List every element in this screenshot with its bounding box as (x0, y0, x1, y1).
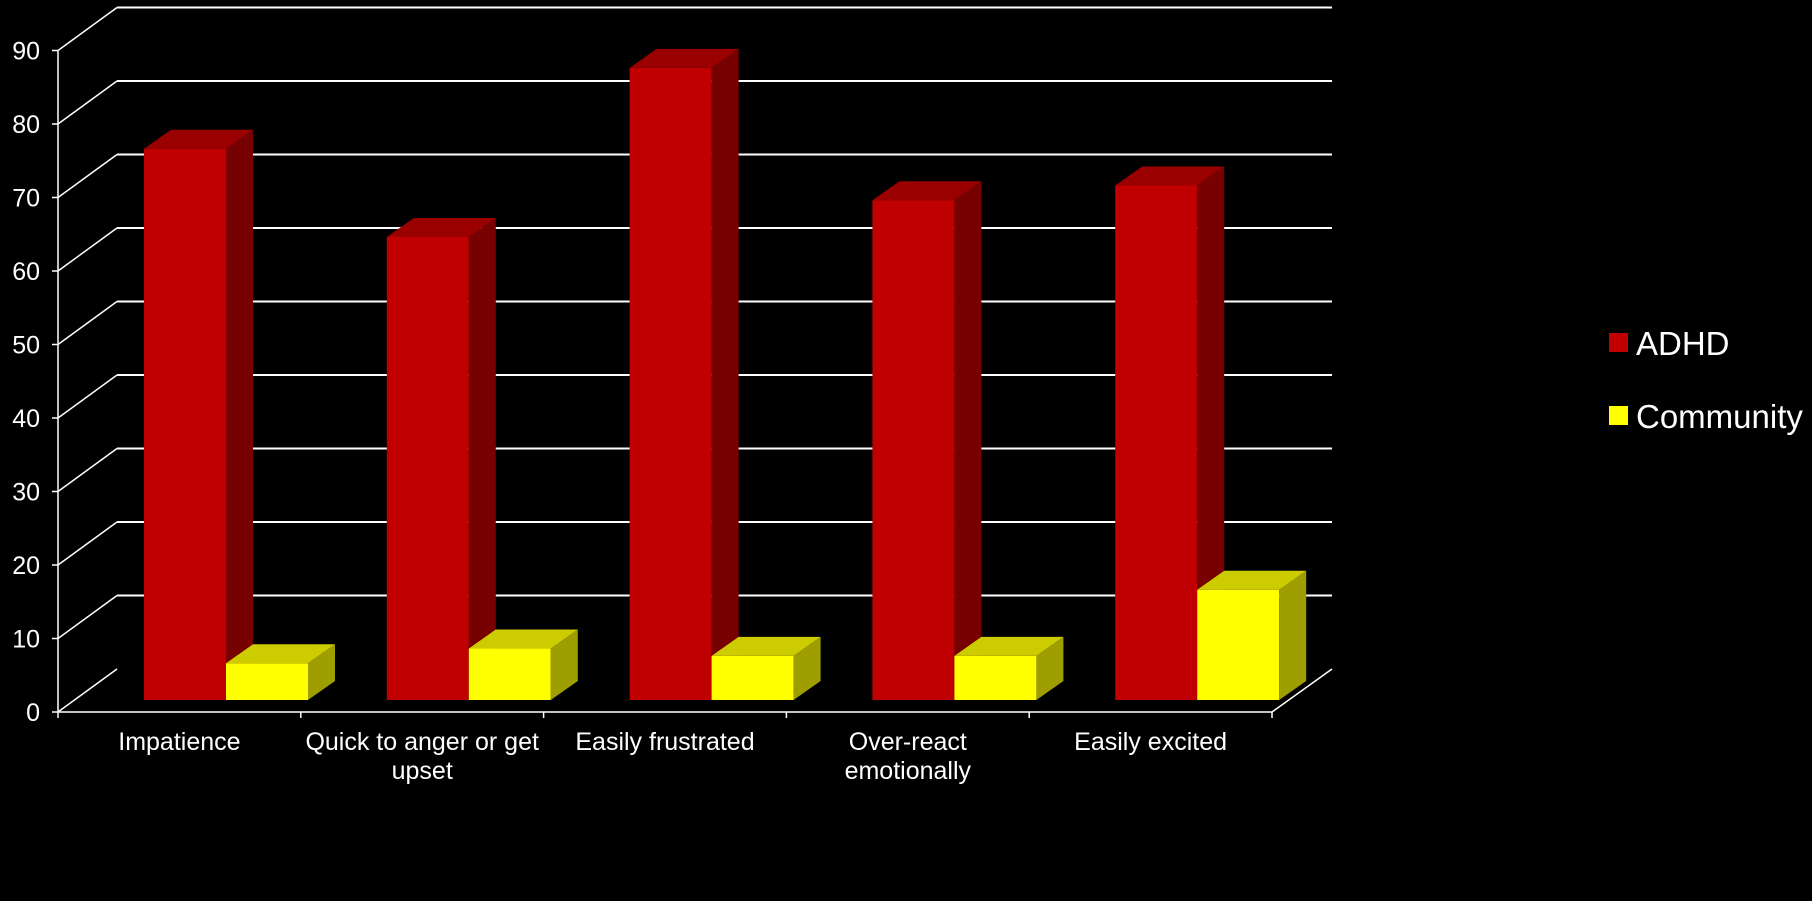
bar-community-front (954, 655, 1037, 700)
side-wall-line (57, 153, 118, 199)
bar-community-side (1279, 570, 1307, 700)
x-tick-label: Impatience (118, 728, 240, 756)
bar-adhd-side (1197, 166, 1225, 700)
bar-adhd-top (872, 181, 982, 201)
y-tick-label: 30 (12, 479, 40, 507)
x-tick-label: emotionally (845, 757, 972, 785)
bar-community-front (226, 663, 308, 700)
axis-layer (52, 49, 1273, 718)
y-tick-label: 0 (26, 699, 40, 727)
bar-community-top (226, 644, 335, 664)
bar-community-side (308, 644, 335, 700)
bar-community-side (1036, 636, 1064, 700)
label-layer: 0 10 20 30 40 50 60 70 80 90 Impatience Quick to an… (12, 38, 1227, 786)
y-tick-label: 50 (12, 332, 40, 360)
legend-swatch (1609, 406, 1628, 425)
bar-community-side (793, 636, 821, 700)
side-wall-line (57, 374, 118, 419)
y-tick-label: 10 (12, 626, 40, 654)
bar-adhd-top (386, 217, 496, 237)
x-tick-label: Over-react (849, 728, 967, 756)
bar-community-top (1197, 570, 1307, 590)
bar-adhd-top (629, 48, 739, 68)
bar-layer (144, 48, 1307, 700)
legend-label: ADHD (1636, 325, 1730, 362)
bar-adhd-front (386, 236, 469, 700)
y-tick-label: 20 (12, 552, 40, 580)
y-tick-label: 60 (12, 258, 40, 286)
side-wall-line (57, 80, 118, 125)
bar-adhd-front (629, 67, 712, 700)
bar-adhd-side (954, 181, 982, 700)
bar-adhd-side (711, 48, 739, 700)
y-tick-label: 70 (12, 185, 40, 213)
x-tick-label: upset (392, 757, 453, 785)
bar-adhd-top (1115, 166, 1225, 186)
side-wall-line (57, 227, 118, 272)
side-wall-line (57, 300, 118, 346)
legend: ADHD Community (1609, 325, 1803, 435)
bar-community-front (468, 648, 551, 700)
floor-edge (1271, 668, 1333, 713)
bar-community-front (711, 655, 794, 700)
bar-adhd-front (1115, 185, 1198, 700)
side-wall-line (57, 6, 118, 52)
bar-adhd-top (144, 129, 253, 149)
x-tick-label: Easily excited (1074, 728, 1227, 756)
legend-swatch (1609, 333, 1628, 352)
bar-adhd-side (468, 217, 496, 700)
bar-adhd-front (872, 200, 955, 700)
y-tick-label: 80 (12, 111, 40, 139)
bar-adhd-front (144, 148, 226, 700)
side-wall-line (57, 447, 118, 493)
side-wall-line (57, 594, 118, 640)
bar-adhd-side (226, 129, 253, 700)
side-wall-line (57, 521, 118, 566)
legend-label: Community (1636, 398, 1803, 435)
bar-community-side (550, 629, 578, 700)
bar-community-top (468, 629, 578, 649)
x-tick-label: Easily frustrated (575, 728, 754, 756)
side-wall-line (57, 668, 118, 713)
bar-community-top (954, 636, 1064, 656)
y-tick-label: 90 (12, 38, 40, 66)
y-tick-label: 40 (12, 405, 40, 433)
bar-community-top (711, 636, 821, 656)
bar-community-front (1197, 589, 1280, 700)
x-tick-label: Quick to anger or get (305, 728, 539, 756)
